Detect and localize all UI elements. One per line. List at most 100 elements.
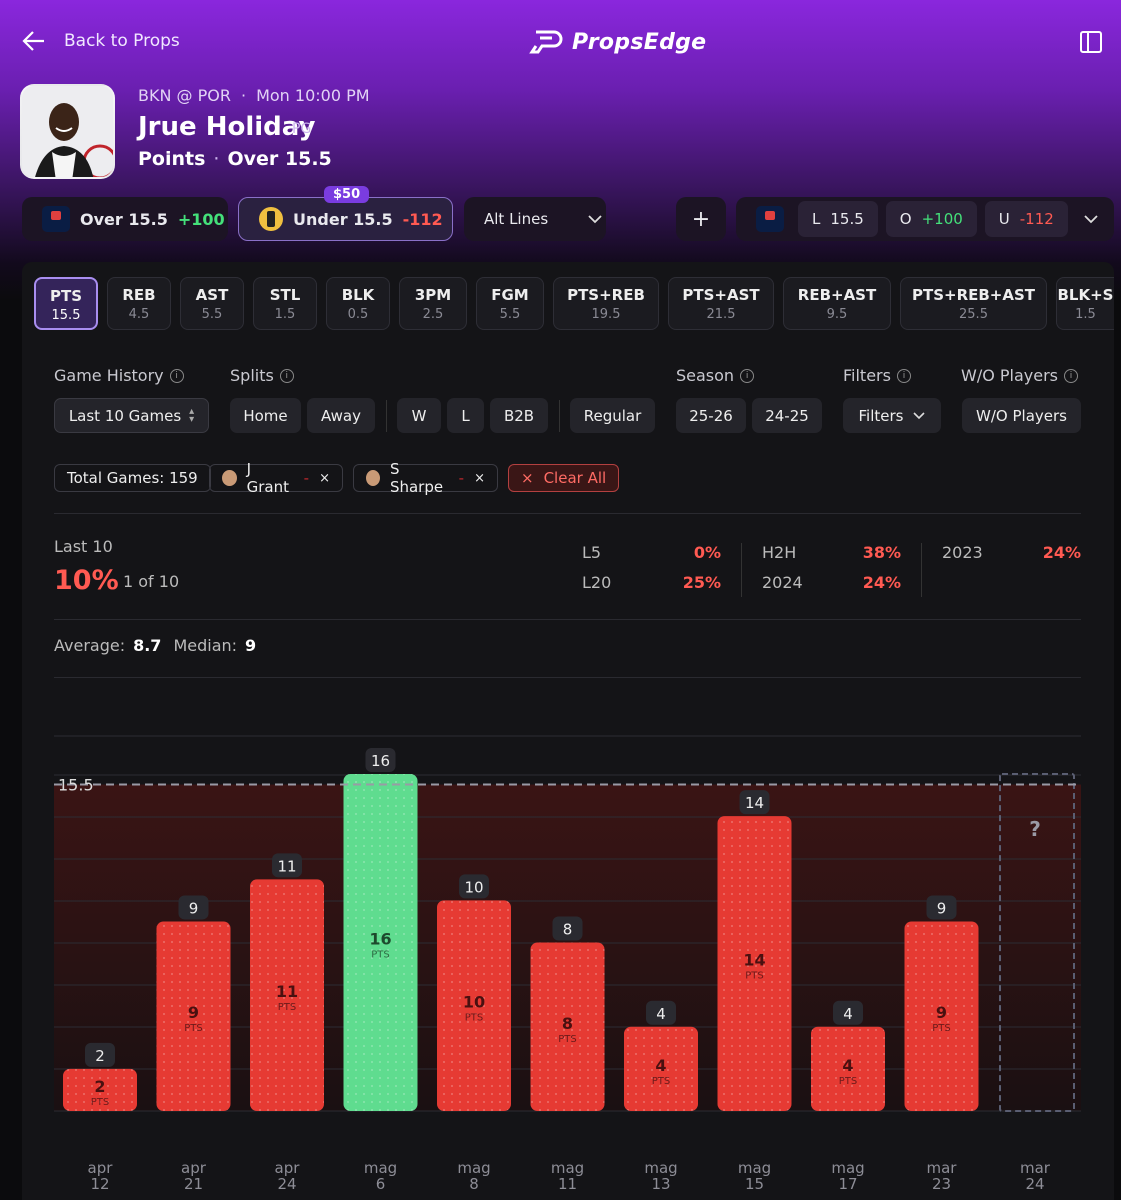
bar-value-badge [85,1042,115,1067]
bar-inner-value: 16 [369,930,391,949]
split-l-button[interactable]: L [447,398,484,433]
wo-players-label: W/O Players i [961,366,1079,385]
bar-inner-value: 14 [743,951,765,970]
bar-texture [530,942,605,1111]
divider [54,677,1081,678]
close-icon[interactable]: × [474,470,485,486]
season-24-25-button[interactable]: 24-25 [752,398,822,433]
wo-players-button[interactable]: W/O Players [962,398,1081,433]
tab-pts[interactable]: PTS 15.5 [34,277,98,330]
bar-inner-value: 9 [936,1003,947,1022]
chevron-down-icon[interactable] [1084,214,1098,224]
game-history-select[interactable]: Last 10 Games ▴ ▾ [54,398,209,433]
bar-value-label: 10 [464,878,483,896]
over-line-button[interactable]: Over 15.5 +100 [22,197,228,241]
bar-unit-label: PTS [652,1076,671,1087]
bar-unit-label: PTS [465,1013,484,1024]
x-tick-day: 13 [651,1175,670,1193]
x-tick-month: apr [181,1159,207,1177]
info-icon[interactable]: i [279,368,294,383]
filters-dropdown[interactable]: Filters [843,398,941,433]
book-under-chip[interactable]: U -112 [984,201,1068,237]
split-regular-button[interactable]: Regular [570,398,655,433]
split-w-button[interactable]: W [397,398,441,433]
player-filter-chip[interactable]: S Sharpe - × [353,460,498,496]
divider [921,543,922,597]
prop-stat: Points [138,148,206,170]
bar-value-label: 11 [277,857,296,875]
x-tick-month: mag [644,1159,677,1177]
x-tick-month: mag [457,1159,490,1177]
tab-pts-ast[interactable]: PTS+AST 21.5 [668,277,774,330]
close-icon[interactable]: × [319,470,330,486]
x-tick-month: mag [364,1159,397,1177]
season-25-26-button[interactable]: 25-26 [676,398,746,433]
x-tick-day: 6 [376,1175,386,1193]
pending-label: ? [1029,817,1041,841]
split-b2b-button[interactable]: B2B [490,398,548,433]
clear-all-button[interactable]: × Clear All [508,464,620,492]
bar-value-badge [365,748,396,772]
under-line-button[interactable]: Under 15.5 -112 [238,197,453,241]
info-icon[interactable]: i [740,368,755,383]
bar-value-label: 14 [745,794,764,812]
bar-unit-label: PTS [932,1023,951,1034]
info-icon[interactable]: i [169,368,184,383]
bar-texture [156,921,231,1111]
x-tick-month: mag [551,1159,584,1177]
bar-texture [904,921,979,1111]
x-tick-day: 12 [90,1175,109,1193]
tab-blk[interactable]: BLK 0.5 [326,277,390,330]
x-tick-month: mar [927,1159,958,1177]
x-tick-month: mag [831,1159,864,1177]
divider [54,619,1081,620]
bar-value-label: 9 [189,899,199,917]
season-2023-value: 24% [1042,543,1081,562]
divider [386,400,387,432]
bar-value-label: 8 [563,921,573,939]
back-label: Back to Props [64,31,180,51]
game-history-label: Game History i [54,366,184,385]
info-icon[interactable]: i [1064,368,1079,383]
tab-stl[interactable]: STL 1.5 [253,277,317,330]
l5-label: L5 [582,543,602,562]
book-line-chip[interactable]: L 15.5 [798,201,878,237]
header-background [0,0,1121,300]
bar-value-label: 4 [656,1005,666,1023]
split-away-button[interactable]: Away [307,398,375,433]
h2h-value: 38% [862,543,901,562]
prop-description: Points · Over 15.5 [138,148,332,170]
book-over-chip[interactable]: O +100 [885,201,977,237]
tab-reb-ast[interactable]: REB+AST 9.5 [783,277,891,330]
l5-value: 0% [693,543,721,562]
split-home-button[interactable]: Home [230,398,301,433]
bar-inner-value: 8 [562,1014,573,1033]
tab-3pm[interactable]: 3PM 2.5 [399,277,467,330]
tab-fgm[interactable]: FGM 5.5 [476,277,544,330]
back-button[interactable]: Back to Props [22,30,180,52]
player-filter-chip[interactable]: J Grant - × [209,460,343,496]
divider [741,543,742,597]
season-2023-label: 2023 [942,543,983,562]
tab-blk-s[interactable]: BLK+S 1.5 [1056,277,1114,330]
hit-rate-percent: 10% [54,565,119,596]
bar-value-badge [739,790,770,815]
fanatics-logo-icon [42,206,70,232]
bar-value-badge [552,916,583,941]
alt-lines-dropdown[interactable]: Alt Lines [464,197,606,241]
bar-unit-label: PTS [278,1002,297,1013]
x-tick-day: 8 [469,1175,479,1193]
tab-pts-reb[interactable]: PTS+REB 19.5 [553,277,659,330]
add-line-button[interactable]: + [676,197,726,241]
bar-texture [343,774,418,1111]
tab-reb[interactable]: REB 4.5 [107,277,171,330]
bar-value-label: 4 [843,1005,853,1023]
info-icon[interactable]: i [896,368,911,383]
sidebar-toggle-icon[interactable] [1080,31,1102,53]
tab-pts-reb-ast[interactable]: PTS+REB+AST 25.5 [900,277,1047,330]
game-log-chart: 15.5apr1222PTSapr2199PTSapr241111PTSmag6… [54,735,1081,1193]
tab-ast[interactable]: AST 5.5 [180,277,244,330]
bar-value-badge [459,874,489,899]
hit-rate-label: Last 10 [54,537,113,556]
bar-value-label: 2 [95,1047,105,1065]
